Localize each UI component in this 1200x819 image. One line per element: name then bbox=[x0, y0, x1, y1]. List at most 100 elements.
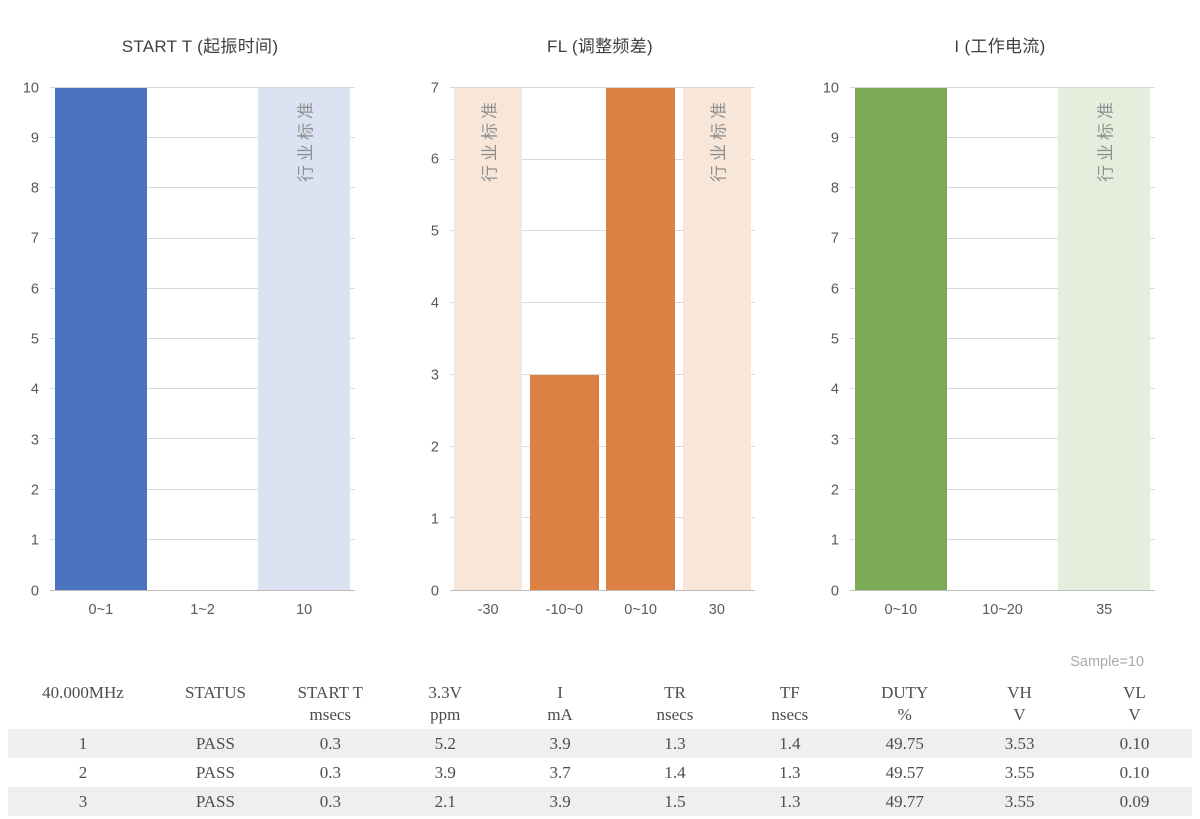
gridline bbox=[850, 388, 1155, 390]
column-header: VH bbox=[1007, 683, 1032, 702]
gridline bbox=[50, 187, 355, 189]
industry-standard-label: 行业标准 bbox=[480, 98, 500, 182]
chart-panel-3: I (工作电流) 0 1 2 3 4 5 6 7 8 9 10 行业标准 0~10 10~20 35 bbox=[800, 0, 1200, 640]
plot: 行业标准 行业标准 bbox=[450, 87, 755, 591]
table-cell: 1.3 bbox=[779, 791, 801, 811]
column-unit bbox=[158, 705, 273, 729]
y-tick-label: 0 bbox=[430, 582, 439, 599]
bar-slot: 行业标准 bbox=[679, 88, 755, 590]
table-cell: 5.2 bbox=[434, 733, 456, 753]
column-unit: % bbox=[897, 705, 912, 724]
bar-slot: 行业标准 bbox=[450, 88, 526, 590]
column-unit: V bbox=[1013, 705, 1026, 724]
table-cell: 1.4 bbox=[664, 762, 686, 782]
table-cell: 0.10 bbox=[1119, 733, 1150, 753]
y-tick-label: 10 bbox=[22, 79, 39, 96]
y-tick-label: 4 bbox=[30, 381, 39, 398]
column-header: TF bbox=[779, 683, 800, 702]
table-cell: 2.1 bbox=[434, 791, 456, 811]
bars: 行业标准 bbox=[50, 88, 355, 590]
table-cell: 0.3 bbox=[319, 762, 341, 782]
gridline bbox=[850, 187, 1155, 189]
y-tick-label: 6 bbox=[30, 280, 39, 297]
y-tick-label: 6 bbox=[430, 151, 439, 168]
column-header: VL bbox=[1123, 683, 1146, 702]
y-tick-label: 2 bbox=[430, 439, 439, 456]
bar-slot bbox=[526, 88, 602, 590]
charts-row: START T (起振时间) 0 1 2 3 4 5 6 7 8 9 10 行业标准 0~1 1~2 10 FL… bbox=[0, 0, 1200, 640]
y-axis: 0 1 2 3 4 5 6 7 8 9 10 bbox=[0, 81, 50, 598]
chart-title: START T (起振时间) bbox=[121, 37, 279, 56]
gridline bbox=[850, 87, 1155, 88]
gridline bbox=[50, 388, 355, 390]
table-cell: 2 bbox=[78, 762, 88, 782]
industry-standard-label: 行业标准 bbox=[296, 98, 316, 182]
y-tick-label: 9 bbox=[830, 130, 839, 147]
table-cell: 49.77 bbox=[885, 791, 924, 811]
bar-slot bbox=[603, 88, 679, 590]
gridline bbox=[850, 237, 1155, 239]
chart-plot-area: 0 1 2 3 4 5 6 7 行业标准 行业标准 bbox=[400, 81, 800, 598]
table-cell: PASS bbox=[195, 762, 235, 782]
x-tick-label: 1~2 bbox=[190, 602, 215, 618]
industry-standard-bar: 行业标准 bbox=[1058, 88, 1150, 590]
y-tick-label: 4 bbox=[830, 381, 839, 398]
industry-standard-bar: 行业标准 bbox=[258, 88, 350, 590]
gridline bbox=[450, 373, 755, 375]
industry-standard-bar: 行业标准 bbox=[453, 88, 523, 590]
chart-title: I (工作电流) bbox=[954, 37, 1046, 56]
gridline bbox=[850, 338, 1155, 339]
y-axis: 0 1 2 3 4 5 6 7 8 9 10 bbox=[800, 81, 850, 598]
gridline bbox=[50, 237, 355, 239]
table-cell: 49.75 bbox=[885, 733, 924, 753]
chart-title: FL (调整频差) bbox=[547, 37, 653, 56]
gridline bbox=[50, 438, 355, 440]
bar-slot bbox=[952, 88, 1054, 590]
y-tick-label: 8 bbox=[830, 180, 839, 197]
gridline bbox=[850, 438, 1155, 440]
table-cell: 3.9 bbox=[434, 762, 456, 782]
industry-standard-label: 行业标准 bbox=[1096, 98, 1116, 182]
header-name-row: 40.000MHz STATUS START T 3.3V I TR TF DUTY VH VL bbox=[8, 675, 1192, 705]
y-tick-label: 2 bbox=[830, 482, 839, 499]
data-bar bbox=[530, 374, 599, 590]
column-header: STATUS bbox=[184, 683, 246, 702]
column-unit: V bbox=[1128, 705, 1141, 724]
y-tick-label: 1 bbox=[430, 510, 439, 527]
table-cell: 49.57 bbox=[885, 762, 924, 782]
plot: 行业标准 bbox=[850, 87, 1155, 591]
y-tick-label: 9 bbox=[30, 130, 39, 147]
bar-slot: 行业标准 bbox=[253, 88, 355, 590]
gridline bbox=[450, 302, 755, 304]
y-tick-label: 4 bbox=[430, 295, 439, 312]
gridline bbox=[850, 137, 1155, 139]
chart-panel-2: FL (调整频差) 0 1 2 3 4 5 6 7 行业标准 行业标准 -30 -10~0 0~10 30 bbox=[400, 0, 800, 640]
y-tick-label: 5 bbox=[830, 331, 839, 348]
table-cell: 3.7 bbox=[549, 762, 571, 782]
table-row: 1 PASS 0.3 5.2 3.9 1.3 1.4 49.75 3.53 0.10 bbox=[8, 729, 1192, 758]
y-tick-label: 2 bbox=[30, 482, 39, 499]
bar-slot bbox=[850, 88, 952, 590]
column-header: DUTY bbox=[881, 683, 929, 702]
y-tick-label: 7 bbox=[430, 79, 439, 96]
sample-count-note: Sample=10 bbox=[1070, 654, 1144, 670]
column-unit: nsecs bbox=[656, 705, 694, 724]
bar-slot bbox=[152, 88, 254, 590]
table-cell: 3 bbox=[78, 791, 88, 811]
y-tick-label: 3 bbox=[830, 431, 839, 448]
chart-panel-1: START T (起振时间) 0 1 2 3 4 5 6 7 8 9 10 行业标准 0~1 1~2 10 bbox=[0, 0, 400, 640]
y-tick-label: 0 bbox=[30, 582, 39, 599]
gridline bbox=[850, 287, 1155, 289]
x-tick-label: 0~1 bbox=[88, 602, 114, 618]
gridline bbox=[450, 517, 755, 519]
column-unit: msecs bbox=[309, 705, 352, 724]
table-cell: 1 bbox=[78, 733, 88, 753]
x-tick-label: 0~10 bbox=[624, 602, 657, 618]
gridline bbox=[450, 230, 755, 232]
y-tick-label: 1 bbox=[30, 532, 39, 549]
table-header: 40.000MHz STATUS START T 3.3V I TR TF DUTY VH VL … bbox=[8, 675, 1192, 729]
column-header: START T bbox=[297, 683, 364, 702]
table-cell: 3.9 bbox=[549, 733, 571, 753]
measurement-table: 40.000MHz STATUS START T 3.3V I TR TF DUTY VH VL … bbox=[8, 675, 1192, 816]
column-header: TR bbox=[664, 683, 686, 702]
